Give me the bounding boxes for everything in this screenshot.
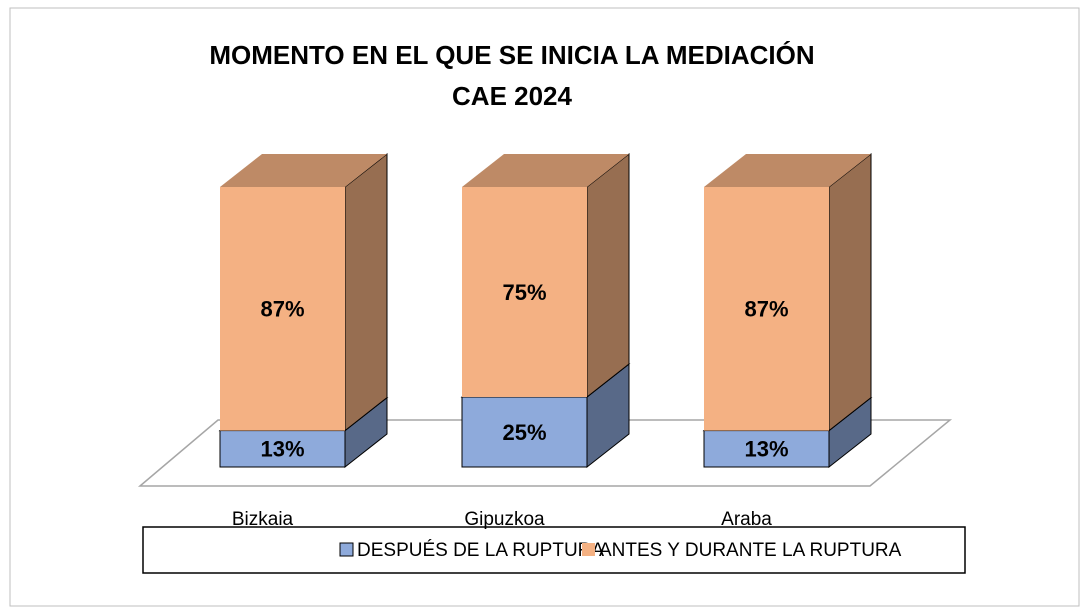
chart-subtitle: CAE 2024: [452, 81, 572, 111]
bar-side: [586, 152, 630, 399]
data-label: 87%: [260, 297, 304, 322]
bar-top: [704, 154, 871, 187]
bar-side: [344, 152, 388, 432]
data-label: 13%: [744, 437, 788, 462]
bar: [462, 187, 587, 397]
data-label: 25%: [502, 420, 546, 445]
bar: [220, 187, 345, 431]
legend-label: ANTES Y DURANTE LA RUPTURA: [599, 540, 902, 561]
x-tick-label: Bizkaia: [232, 509, 294, 530]
bar-top: [462, 154, 629, 187]
bar: [461, 396, 588, 468]
x-tick-label: Araba: [721, 509, 772, 530]
bar: [703, 430, 830, 468]
bar-top: [220, 154, 387, 187]
legend-label: DESPUÉS DE LA RUPTURA: [357, 540, 604, 561]
data-label: 87%: [744, 297, 788, 322]
legend: [142, 526, 966, 574]
legend-swatch: [582, 543, 595, 556]
data-label: 75%: [502, 280, 546, 305]
data-label: 13%: [260, 437, 304, 462]
chart-title: MOMENTO EN EL QUE SE INICIA LA MEDIACIÓN: [209, 40, 814, 70]
legend-swatch: [339, 542, 354, 557]
bar-side: [828, 152, 872, 432]
bar: [704, 187, 829, 431]
bar: [219, 430, 346, 468]
x-tick-label: Gipuzkoa: [464, 509, 545, 530]
floor: [137, 419, 953, 487]
